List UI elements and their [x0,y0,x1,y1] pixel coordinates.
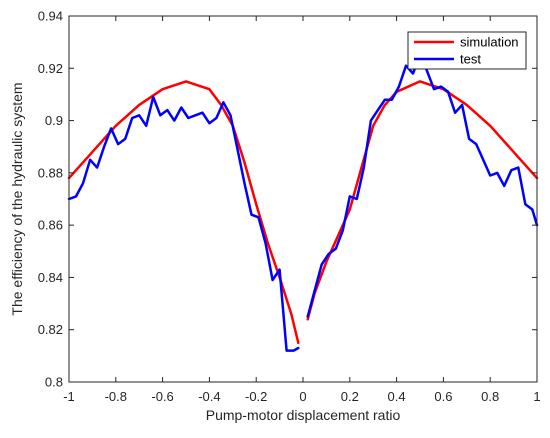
y-tick-label: 0.94 [38,9,63,24]
y-tick-label: 0.8 [45,375,63,390]
legend-label-test: test [460,52,481,67]
x-tick-label: -0.6 [151,389,173,404]
x-tick-label: -0.4 [198,389,220,404]
series-line-test-segment-1 [67,95,300,352]
x-tick-label: 0 [299,389,306,404]
legend-label-simulation: simulation [460,35,519,50]
legend-box [407,31,527,70]
x-tick-label: 0.2 [341,389,359,404]
legend: simulation test [407,31,527,70]
x-tick-label: 0.6 [434,389,452,404]
x-tick-label: 0.8 [481,389,499,404]
x-tick-label: -1 [63,389,75,404]
y-tick-label: 0.84 [38,270,63,285]
x-tick-label: 0.4 [388,389,406,404]
y-axis-label: The efficiency of the hydraulic system [9,82,25,315]
x-axis-label: Pump-motor displacement ratio [206,407,401,423]
y-tick-label: 0.86 [38,218,63,233]
x-tick-label: -0.8 [105,389,127,404]
y-tick-label: 0.82 [38,322,63,337]
y-tick-label: 0.88 [38,165,63,180]
ticks-layer: -1 -0.8 -0.6 -0.4 -0.2 0 0.2 0.4 0.6 0.8 1 0.8 0.82 0… [38,9,541,405]
x-tick-label: -0.2 [245,389,267,404]
x-tick-label: 1 [533,389,540,404]
y-tick-label: 0.9 [45,113,63,128]
y-tick-label: 0.92 [38,61,63,76]
